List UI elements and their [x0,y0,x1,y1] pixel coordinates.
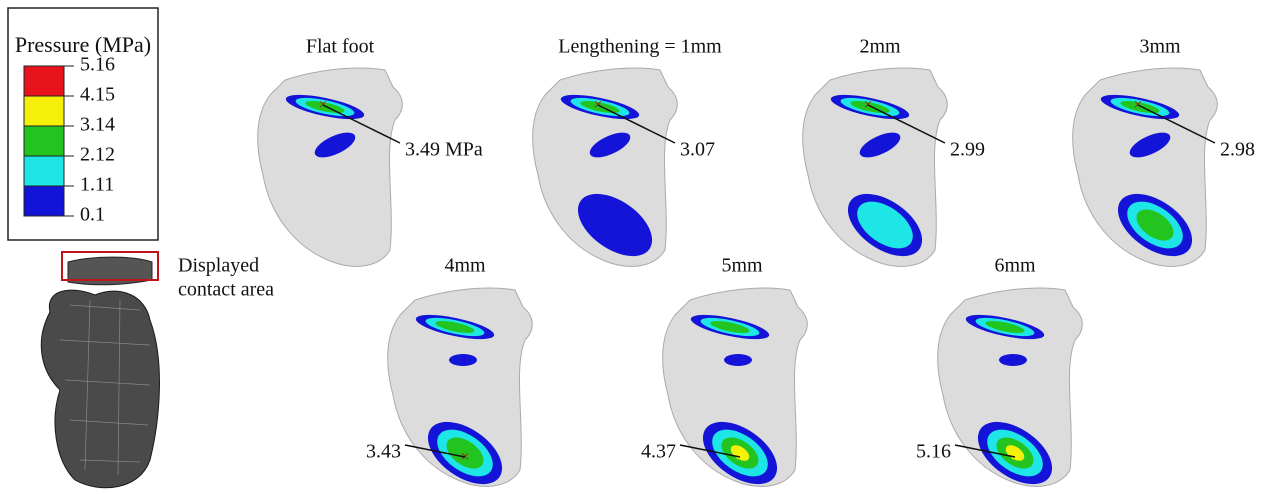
foot-panel: × 4.37 [641,288,807,494]
legend-swatch [24,126,64,156]
contour [724,354,752,366]
legend-swatch [24,96,64,126]
figure: Pressure (MPa) 5.164.153.142.121.110.1 D… [0,0,1275,494]
peak-label: 2.98 [1220,139,1255,161]
legend-label: 2.12 [80,144,115,166]
panel-title: Flat foot [306,36,375,58]
legend-swatch [24,156,64,186]
foot-panel: × 5.16 [916,288,1082,494]
peak-label: 2.99 [950,139,985,161]
peak-marker: × [1010,449,1019,466]
mesh-body [41,290,159,488]
panel-title: 6mm [994,255,1036,277]
panel-title: 3mm [1139,36,1181,58]
foot-panel: ×2.99 [803,68,985,269]
panel-title: 5mm [721,255,763,277]
legend-label: 5.16 [80,54,115,76]
peak-label: 3.43 [366,441,401,463]
contact-surface [258,68,403,266]
legend-label: 4.15 [80,84,115,106]
peak-label: 4.37 [641,441,676,463]
contour [449,354,477,366]
foot-panel: ×2.98 [1073,68,1255,269]
panel-title: 2mm [859,36,901,58]
mesh-model [41,252,159,488]
foot-panel: ×3.07 [533,68,715,269]
note-line: Displayed [178,255,259,277]
foot-panel: ×3.49 MPa [258,68,483,266]
panel-title: 4mm [444,255,486,277]
peak-label: 5.16 [916,441,951,463]
legend-label: 3.14 [80,114,115,136]
peak-label: 3.07 [680,139,715,161]
foot-panel: × 3.43 [366,288,532,494]
panel-title: Lengthening = 1mm [558,36,722,58]
contour [999,354,1027,366]
note-line: contact area [178,279,274,301]
peak-label: 3.49 MPa [405,139,483,161]
peak-marker: × [460,449,469,466]
peak-marker: × [735,449,744,466]
legend-swatch [24,186,64,216]
legend-swatch [24,66,64,96]
legend-label: 0.1 [80,204,105,226]
legend-label: 1.11 [80,174,114,196]
